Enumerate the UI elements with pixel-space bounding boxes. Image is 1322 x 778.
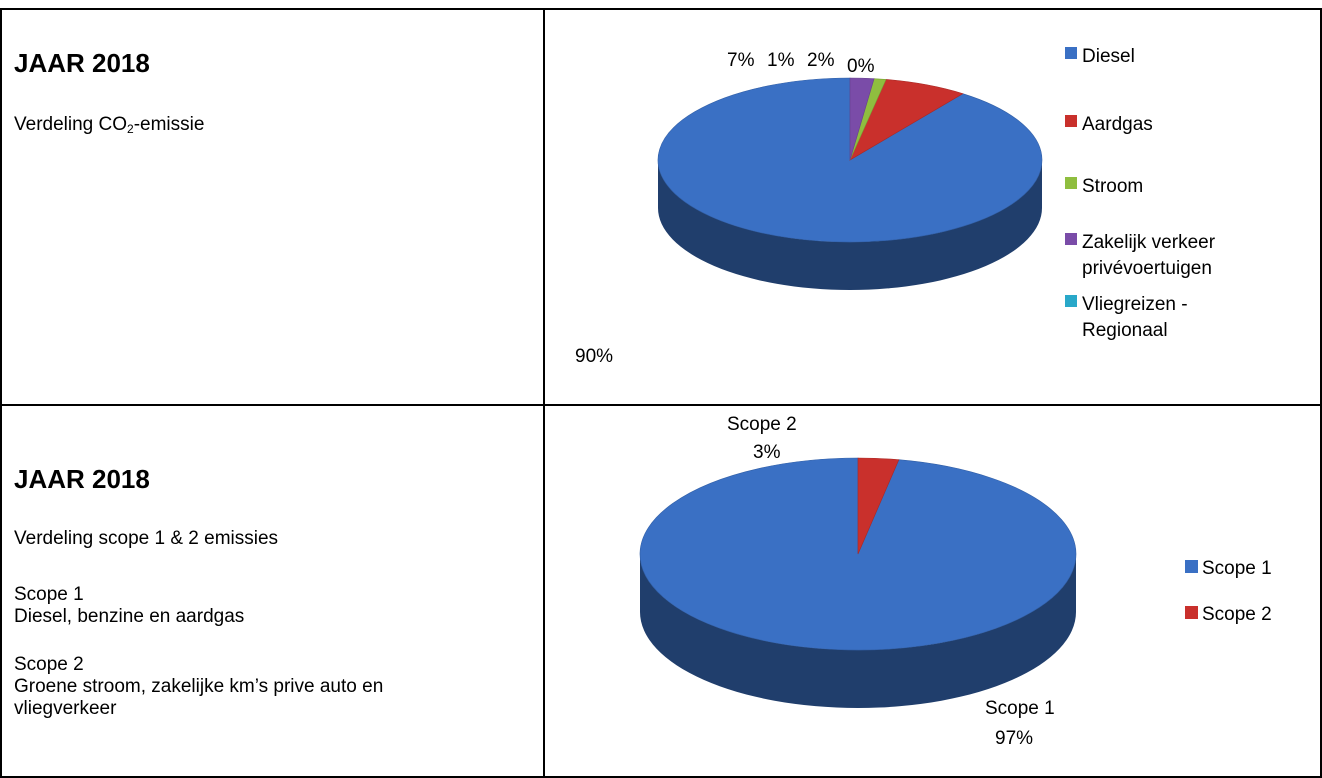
- panel-subtitle: Verdeling scope 1 & 2 emissies: [14, 528, 279, 549]
- legend-label-0: Scope 1: [1202, 558, 1272, 579]
- legend-swatch-4: [1065, 295, 1077, 307]
- data-label-2: 1%: [767, 50, 795, 71]
- legend-label-4: Vliegreizen -: [1082, 294, 1188, 315]
- pie-slice-1: [857, 457, 900, 555]
- legend-swatch-0: [1185, 560, 1198, 573]
- data-label-0: 97%: [995, 728, 1033, 749]
- legend-swatch-2: [1065, 177, 1077, 189]
- panel-co2-chart: 90% 7% 1% 2% 0% Diesel Aardgas Stroom Zakelijk v…: [543, 8, 1322, 406]
- panel-co2-info: JAAR 2018 Verdeling CO2-emissie: [0, 8, 545, 406]
- scope2-heading: Scope 2: [14, 654, 84, 675]
- panel-subtitle: Verdeling CO2-emissie: [14, 114, 205, 136]
- scope2-description-line1: Groene stroom, zakelijke km’s prive auto…: [14, 676, 384, 697]
- pie-slice-side-0: [640, 554, 1076, 708]
- legend-swatch-0: [1065, 47, 1077, 59]
- panel-scope-info: JAAR 2018 Verdeling scope 1 & 2 emissies…: [0, 404, 545, 778]
- legend-swatch-3: [1065, 233, 1077, 245]
- co2-pie-chart: 90% 7% 1% 2% 0% Diesel Aardgas Stroom Zakelijk v…: [575, 46, 1216, 367]
- legend-label-3-line2: privévoertuigen: [1082, 258, 1212, 279]
- data-label-0: 90%: [575, 346, 613, 367]
- scope1-description: Diesel, benzine en aardgas: [14, 606, 245, 627]
- scope2-description-line2: vliegverkeer: [14, 698, 117, 719]
- legend-swatch-1: [1185, 606, 1198, 619]
- data-label-category-0: Scope 1: [985, 698, 1055, 719]
- scope1-heading: Scope 1: [14, 584, 84, 605]
- data-label-4: 0%: [847, 56, 875, 77]
- panel-title: JAAR 2018: [14, 48, 150, 78]
- legend-label-1: Aardgas: [1082, 114, 1153, 135]
- legend-label-1: Scope 2: [1202, 604, 1272, 625]
- data-label-1: 3%: [753, 442, 781, 463]
- pie-slice-3: [849, 77, 875, 161]
- legend-label-4-line2: Regionaal: [1082, 320, 1168, 341]
- legend-label-3: Zakelijk verkeer: [1082, 232, 1216, 253]
- panel-scope-chart: Scope 2 3% Scope 1 97% Scope 1 Scope 2: [543, 404, 1322, 778]
- legend: Scope 1 Scope 2: [1185, 558, 1272, 625]
- legend: Diesel Aardgas Stroom Zakelijk verkeer privé…: [1065, 46, 1216, 341]
- data-label-1: 7%: [727, 50, 755, 71]
- legend-swatch-1: [1065, 115, 1077, 127]
- scope-pie-chart: Scope 2 3% Scope 1 97% Scope 1 Scope 2: [639, 414, 1272, 749]
- panel-title: JAAR 2018: [14, 464, 150, 494]
- legend-label-2: Stroom: [1082, 176, 1143, 197]
- data-label-3: 2%: [807, 50, 835, 71]
- pie-slice-side-0: [658, 160, 1042, 290]
- data-label-category-1: Scope 2: [727, 414, 797, 435]
- legend-label-0: Diesel: [1082, 46, 1135, 67]
